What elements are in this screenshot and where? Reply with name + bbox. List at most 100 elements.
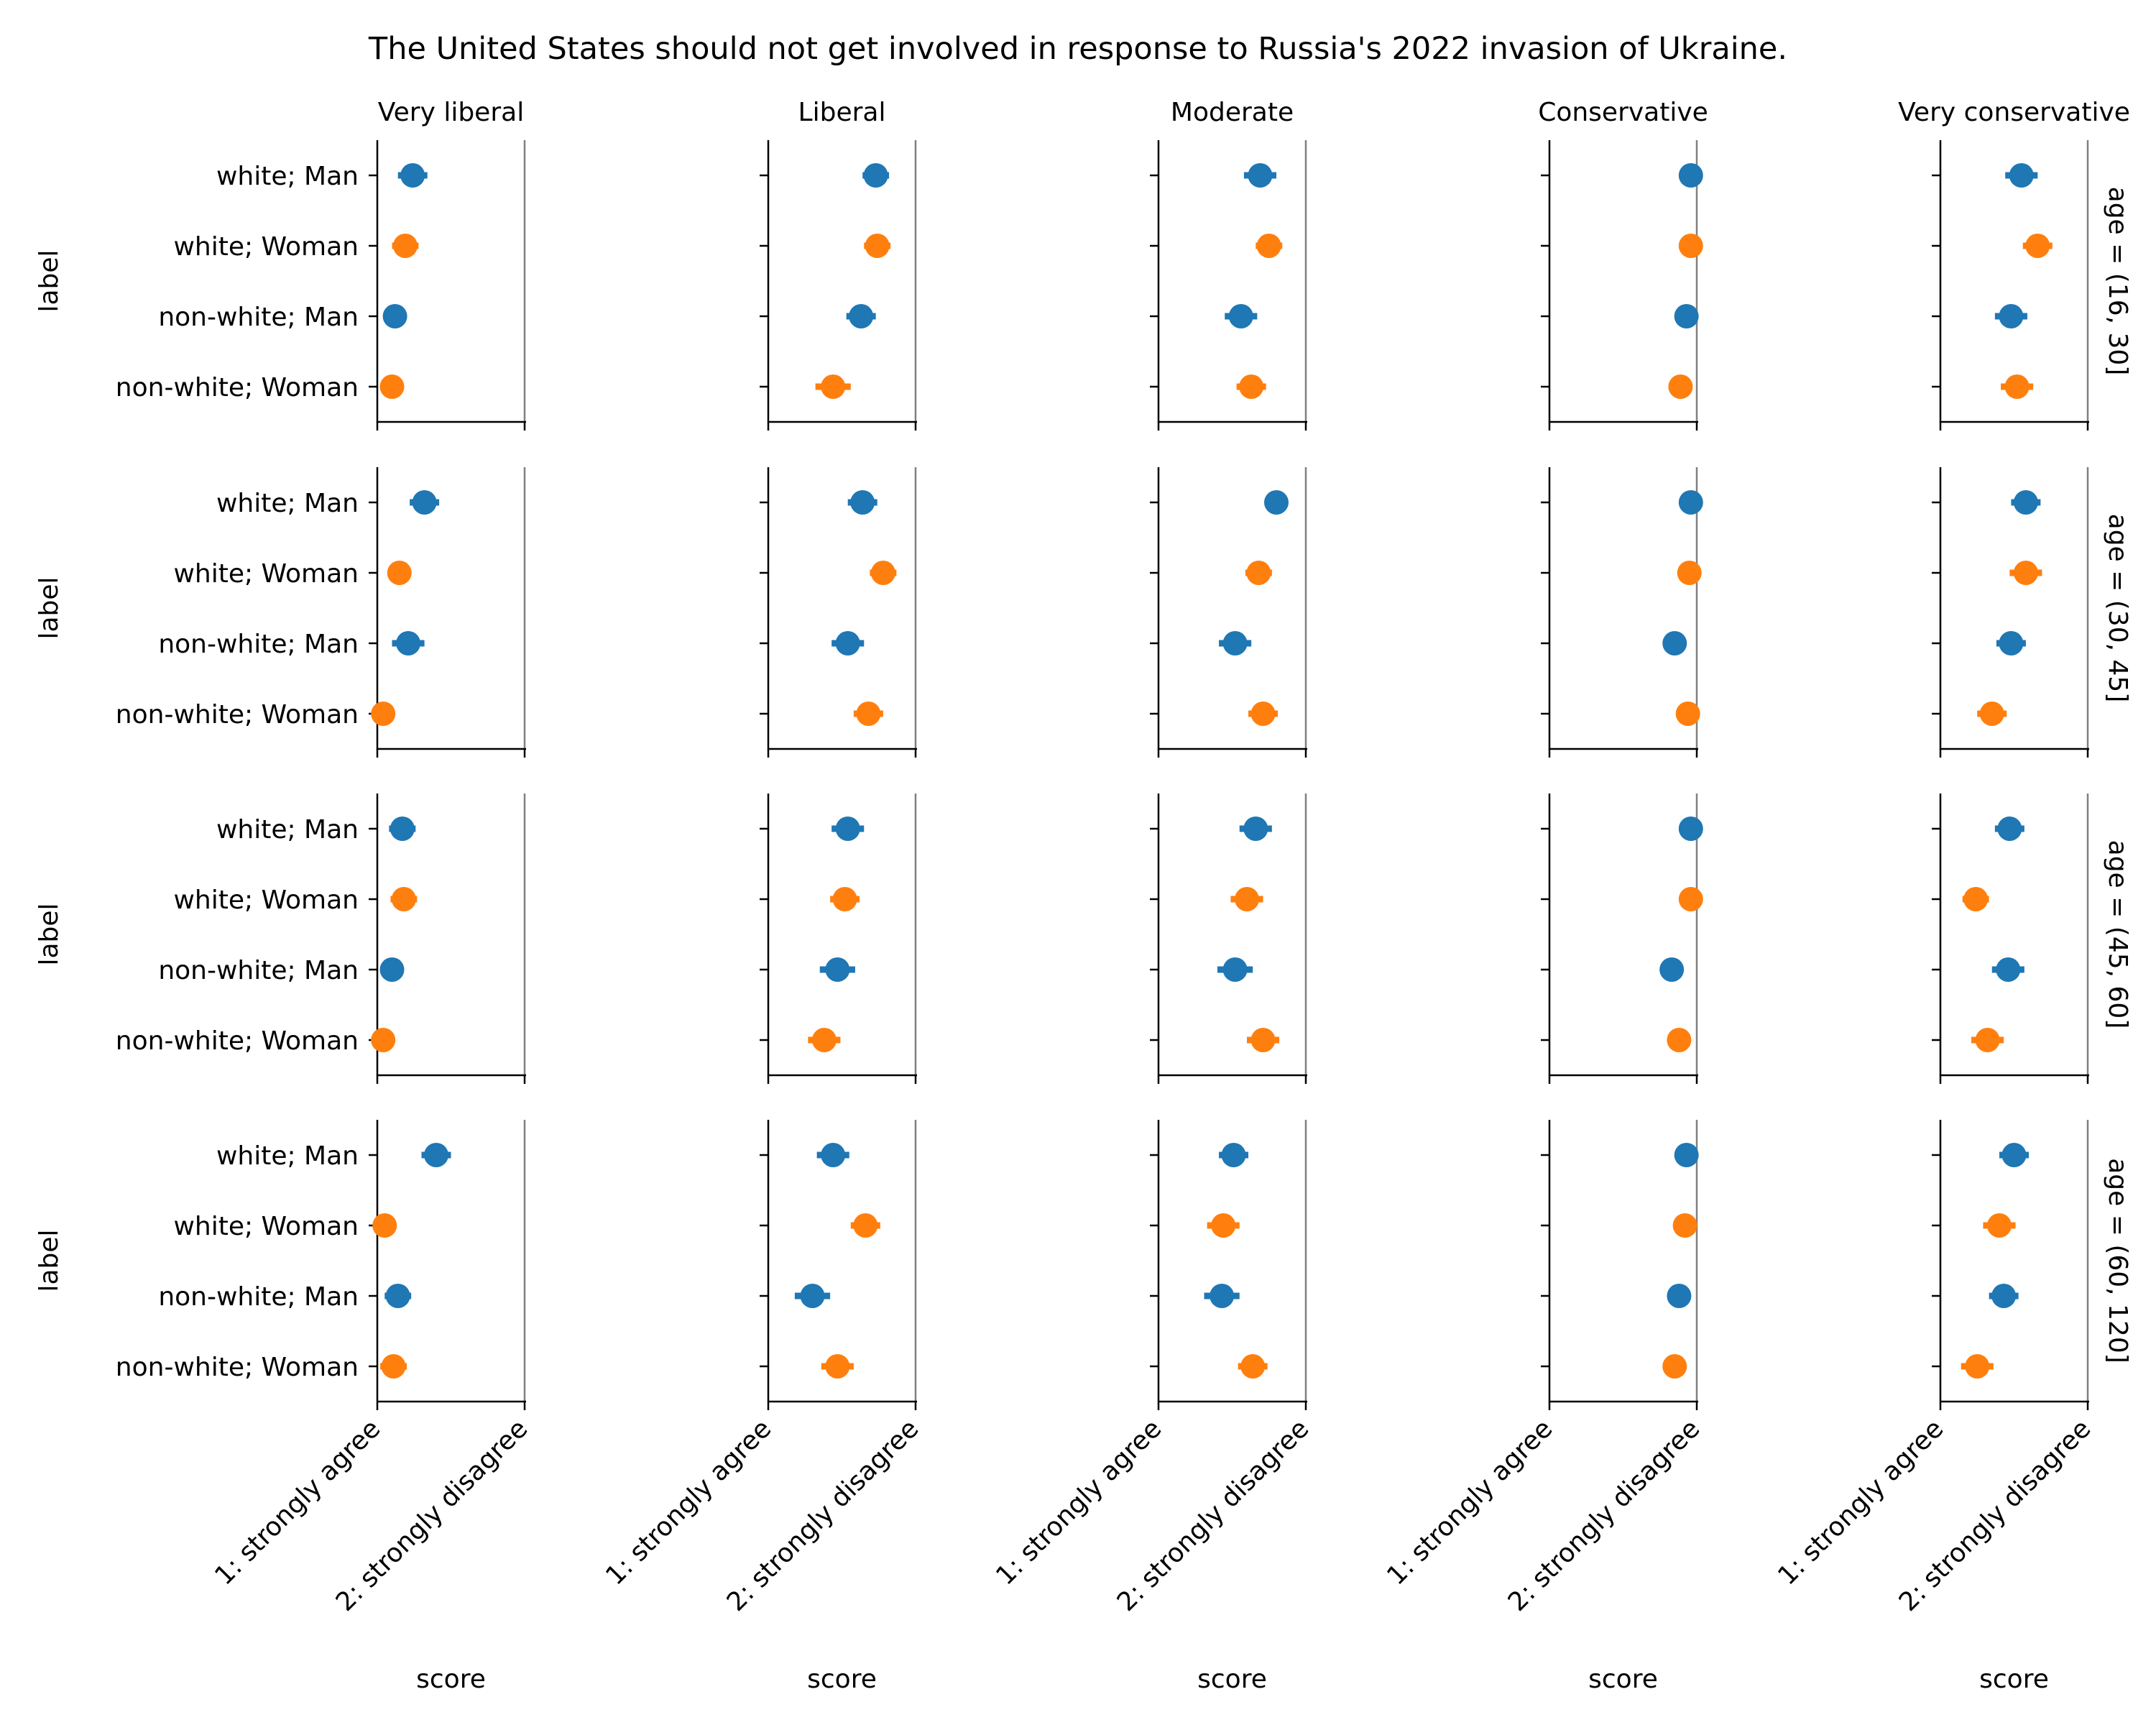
y-tick-label: non-white; Woman — [116, 700, 359, 730]
panel — [1541, 794, 1703, 1084]
column-facet-label: Moderate — [1171, 98, 1294, 127]
data-point — [849, 304, 874, 328]
data-point — [1248, 163, 1273, 188]
panel: white; Man white; Woman non-white; Man non-… — [116, 467, 526, 758]
data-point — [1235, 887, 1259, 911]
data-point — [1659, 957, 1685, 982]
data-point — [1667, 1284, 1692, 1308]
data-point — [2013, 490, 2038, 515]
data-point — [385, 1284, 410, 1308]
panel — [1541, 467, 1703, 758]
panel: Very liberal white; Man white; Woman non-wh… — [116, 98, 526, 431]
data-point — [1991, 1284, 2017, 1308]
chart-title: The United States should not get involve… — [368, 31, 1787, 67]
data-point — [1979, 702, 2004, 726]
data-point — [1674, 1143, 1699, 1167]
data-point — [1667, 1028, 1692, 1052]
data-point — [1999, 304, 2024, 328]
data-point — [1239, 374, 1264, 399]
y-tick-label: non-white; Man — [158, 956, 359, 985]
y-tick-label: non-white; Woman — [116, 1026, 359, 1056]
data-point — [850, 490, 875, 515]
x-axis-label: score — [1588, 1665, 1658, 1694]
data-point — [1668, 374, 1693, 399]
column-facet-label: Conservative — [1538, 98, 1708, 127]
x-tick-label: 1: strongly agree — [1381, 1414, 1558, 1591]
data-point — [1246, 561, 1271, 585]
column-facet-label: Very liberal — [378, 98, 524, 127]
data-point — [2025, 234, 2050, 258]
x-axis-label: score — [807, 1665, 877, 1694]
panel — [760, 467, 917, 758]
data-point — [811, 1028, 837, 1052]
data-point — [863, 163, 888, 188]
data-point — [821, 374, 846, 399]
panel: white; Man white; Woman non-white; Man non-… — [116, 1120, 533, 1694]
data-point — [1674, 304, 1699, 328]
row-facet-label: age = (60, 120] — [2103, 1158, 2132, 1363]
data-point — [1678, 234, 1703, 258]
data-point — [1243, 816, 1268, 841]
panel — [1932, 794, 2089, 1084]
panel — [1150, 467, 1307, 758]
data-point — [1965, 1354, 1990, 1379]
data-point — [865, 234, 890, 258]
y-tick-label: white; Man — [216, 1141, 359, 1171]
data-point — [825, 957, 850, 982]
panel — [760, 794, 917, 1084]
data-point — [835, 631, 860, 656]
data-point — [800, 1284, 825, 1308]
y-tick-label: non-white; Man — [158, 303, 359, 332]
panel-grid: label age = (16, 30] Very liberal white; Ma… — [34, 98, 2132, 1694]
panel — [1150, 794, 1307, 1084]
data-point — [821, 1143, 846, 1167]
y-tick-label: white; Woman — [173, 232, 359, 262]
row-facet-label: age = (45, 60] — [2103, 840, 2132, 1029]
column-facet-label: Very conservative — [1898, 98, 2130, 127]
data-point — [1210, 1284, 1235, 1308]
data-point — [412, 490, 437, 515]
y-tick-label: white; Woman — [173, 1212, 359, 1241]
x-tick-label: 1: strongly agree — [1772, 1414, 1949, 1591]
data-point — [371, 702, 396, 726]
x-axis-label: score — [1197, 1665, 1267, 1694]
data-point — [870, 561, 895, 585]
data-point — [1678, 887, 1703, 911]
data-point — [391, 887, 416, 911]
data-point — [832, 887, 857, 911]
panel: Very conservative — [1898, 98, 2130, 431]
data-point — [2009, 163, 2034, 188]
data-point — [2001, 1143, 2027, 1167]
data-point — [1987, 1213, 2012, 1238]
data-point — [1678, 490, 1703, 515]
y-tick-label: non-white; Woman — [116, 373, 359, 402]
data-point — [1240, 1354, 1266, 1379]
x-tick-label: 1: strongly agree — [600, 1414, 777, 1591]
data-point — [1996, 957, 2021, 982]
data-point — [381, 1354, 406, 1379]
data-point — [379, 957, 405, 982]
data-point — [856, 702, 881, 726]
y-axis-label: label — [34, 1229, 64, 1292]
panel — [1932, 467, 2089, 758]
x-tick-label: 1: strongly agree — [990, 1414, 1167, 1591]
data-point — [1662, 1354, 1687, 1379]
data-point — [1662, 631, 1687, 656]
data-point — [1221, 1143, 1246, 1167]
data-point — [2004, 374, 2030, 399]
data-point — [1250, 702, 1276, 726]
data-point — [1222, 631, 1248, 656]
y-axis-label: label — [34, 903, 64, 965]
y-tick-label: white; Woman — [173, 559, 359, 589]
data-point — [1250, 1028, 1276, 1052]
data-point — [1678, 163, 1703, 188]
data-point — [1963, 887, 1989, 911]
data-point — [392, 234, 418, 258]
row-facet-label: age = (16, 30] — [2103, 187, 2132, 376]
data-point — [1975, 1028, 2000, 1052]
data-point — [1677, 561, 1702, 585]
data-point — [382, 304, 407, 328]
